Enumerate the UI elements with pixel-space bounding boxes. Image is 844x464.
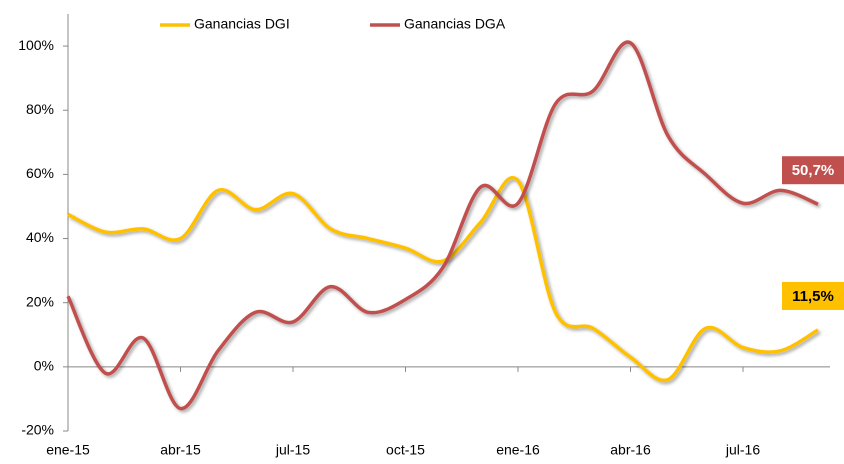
- legend-label: Ganancias DGI: [194, 16, 290, 32]
- y-tick-label: 60%: [26, 165, 54, 181]
- legend-label: Ganancias DGA: [404, 16, 506, 32]
- y-tick-label: 40%: [26, 229, 54, 245]
- x-tick-label: abr-16: [610, 442, 651, 458]
- x-tick-label: abr-15: [160, 442, 201, 458]
- x-tick-label: jul-16: [725, 442, 760, 458]
- x-tick-label: jul-15: [275, 442, 310, 458]
- value-label: 50,7%: [792, 162, 835, 179]
- value-label: 11,5%: [792, 288, 834, 305]
- y-tick-label: 80%: [26, 101, 54, 117]
- x-tick-label: oct-15: [386, 442, 425, 458]
- y-tick-label: 0%: [34, 358, 54, 374]
- y-tick-label: 20%: [26, 293, 54, 309]
- value-label-box: [782, 156, 844, 185]
- y-tick-label: 100%: [18, 37, 54, 53]
- value-label-box: [782, 281, 844, 310]
- x-tick-label: ene-16: [496, 442, 540, 458]
- series-line: [66, 40, 819, 411]
- x-tick-label: ene-15: [46, 442, 90, 458]
- series-line: [67, 176, 819, 383]
- y-tick-label: -20%: [21, 422, 54, 438]
